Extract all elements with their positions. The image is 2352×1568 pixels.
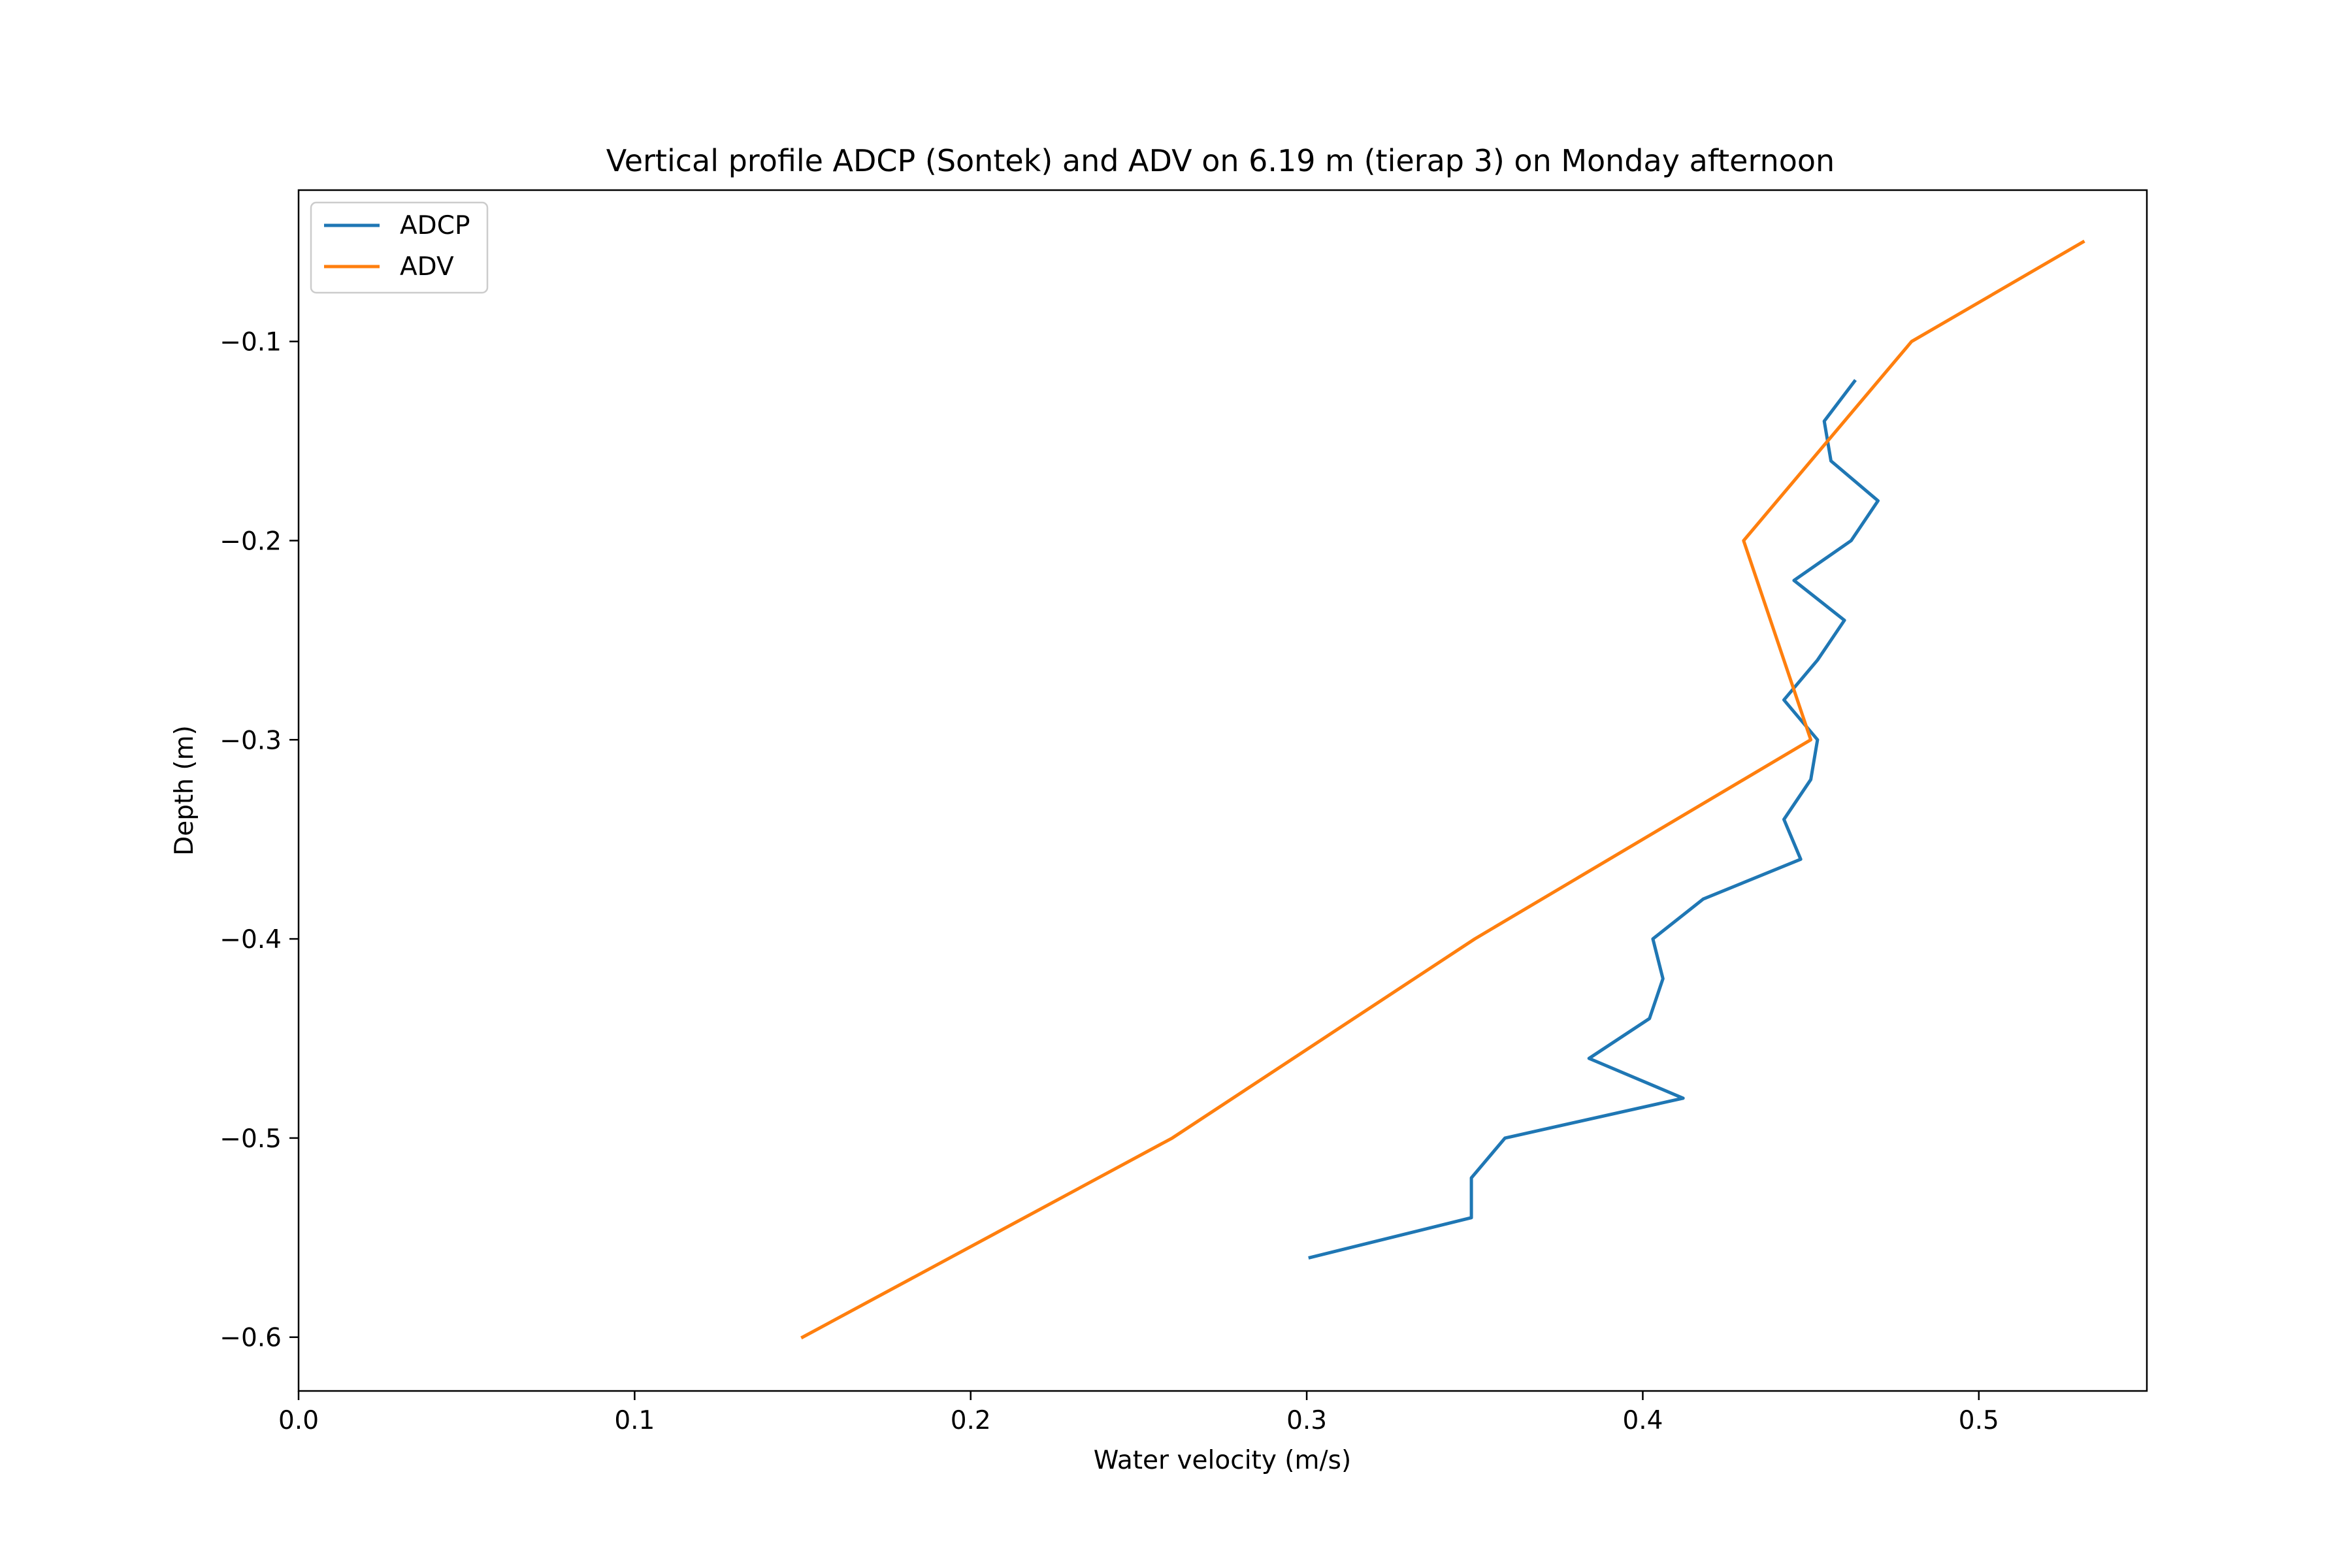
y-tick-label: −0.1 xyxy=(220,328,282,357)
x-axis-label: Water velocity (m/s) xyxy=(1094,1446,1351,1475)
legend-label-adv: ADV xyxy=(400,252,454,282)
series-line-adv xyxy=(800,239,2085,1340)
y-axis-label: Depth (m) xyxy=(170,725,199,856)
y-tick-label: −0.4 xyxy=(220,925,282,955)
x-tick-label: 0.1 xyxy=(614,1406,655,1435)
x-tick-label: 0.4 xyxy=(1622,1406,1663,1435)
y-tick-label: −0.3 xyxy=(220,726,282,755)
y-tick-label: −0.5 xyxy=(220,1124,282,1154)
series-line-adcp xyxy=(1308,379,1880,1260)
legend-label-adcp: ADCP xyxy=(400,211,470,240)
legend: ADCP ADV xyxy=(310,201,489,294)
y-axis-ticks: −0.1 −0.2 −0.3 −0.4 −0.5 −0.6 xyxy=(220,328,299,1353)
x-tick-label: 0.0 xyxy=(278,1406,319,1435)
plot-frame xyxy=(297,189,2148,1392)
plot-lines xyxy=(800,239,2085,1340)
x-tick-label: 0.2 xyxy=(951,1406,991,1435)
x-tick-label: 0.3 xyxy=(1286,1406,1327,1435)
y-tick-label: −0.2 xyxy=(220,527,282,556)
chart-title: Vertical profile ADCP (Sontek) and ADV o… xyxy=(606,143,1835,178)
x-tick-label: 0.5 xyxy=(1959,1406,1999,1435)
y-tick-label: −0.6 xyxy=(220,1324,282,1353)
x-axis-ticks: 0.0 0.1 0.2 0.3 0.4 0.5 xyxy=(278,1391,1999,1435)
